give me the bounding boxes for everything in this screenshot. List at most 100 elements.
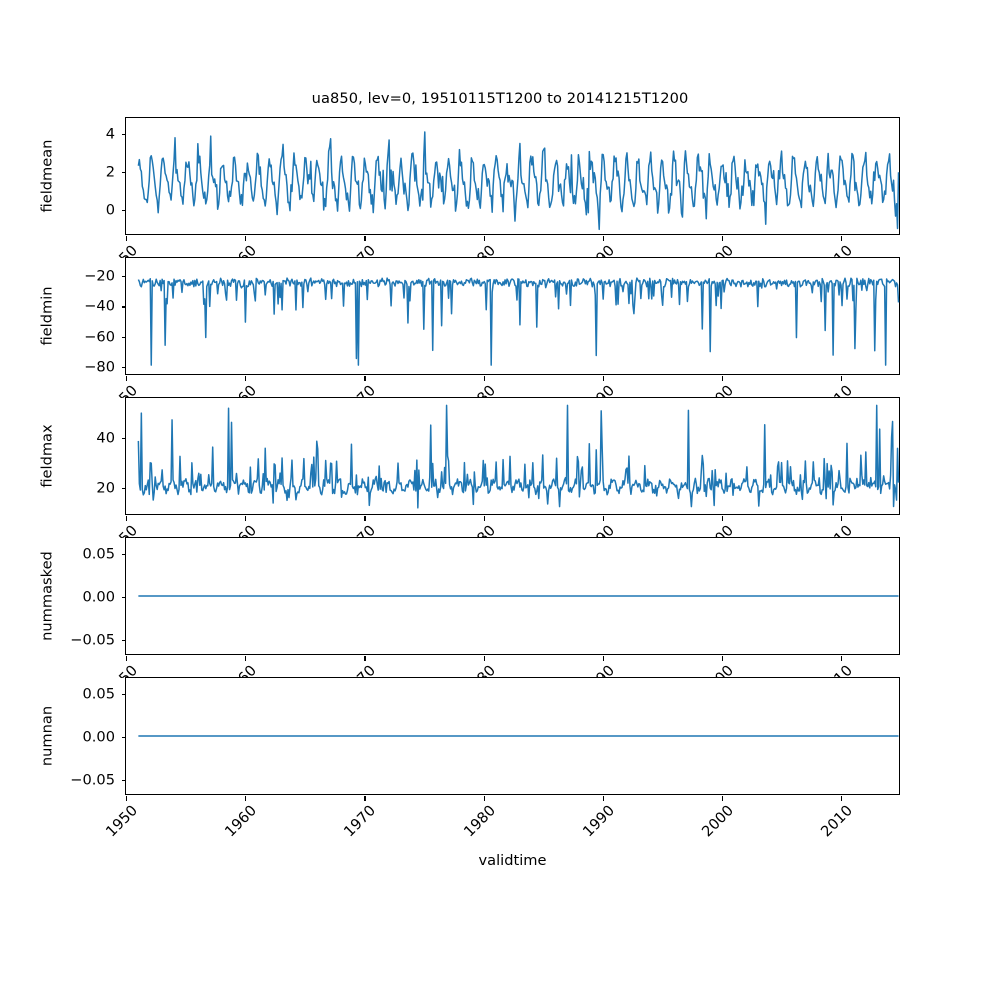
x-tick-label: 1960	[222, 662, 260, 678]
x-tick-mark	[364, 796, 366, 801]
x-tick-mark	[841, 796, 843, 801]
x-tick-mark	[245, 656, 247, 661]
x-tick-mark	[245, 376, 247, 381]
x-tick-label-group: 1950 1960 1970 1980 1990 2000 2010	[0, 656, 1000, 678]
x-tick-label: 1970	[341, 242, 379, 258]
x-tick-mark	[364, 376, 366, 381]
subplot-fieldmean: 0 2 4	[106, 117, 900, 241]
x-tick-mark	[722, 656, 724, 661]
x-tick-label: 1950	[103, 382, 141, 398]
x-tick-mark	[841, 516, 843, 521]
y-tick-mark	[121, 306, 126, 308]
x-tick-mark	[245, 516, 247, 521]
y-tick-label: −0.05	[70, 631, 115, 649]
x-tick-label: 1970	[341, 662, 379, 678]
y-tick-label: 20	[96, 479, 115, 497]
y-tick-mark	[121, 737, 126, 739]
x-axis-label: validtime	[478, 852, 547, 869]
y-tick-mark	[121, 210, 126, 212]
x-tick-label: 2000	[699, 242, 737, 258]
x-tick-mark	[126, 516, 128, 521]
x-tick-label: 1950	[102, 802, 142, 841]
x-tick-mark	[483, 516, 485, 521]
x-tick-label-group: 1950 1960 1970 1980 1990 2000 2010	[0, 796, 1000, 856]
x-tick-label: 1980	[460, 522, 498, 538]
x-tick-label: 1990	[580, 242, 618, 258]
y-tick-mark	[121, 488, 126, 490]
y-tick-mark	[121, 134, 126, 136]
y-tick-mark	[121, 438, 126, 440]
x-tick-mark	[722, 796, 724, 801]
x-tick-mark	[126, 656, 128, 661]
x-tick-mark	[722, 236, 724, 241]
plot-area-fieldmean	[126, 118, 899, 234]
x-tick-label: 1990	[580, 522, 618, 538]
figure-title: ua850, lev=0, 19510115T1200 to 20141215T…	[311, 90, 689, 107]
subplot-fieldmin: −80 −60 −40 −20	[84, 257, 900, 381]
x-tick-mark	[126, 376, 128, 381]
x-tick-mark	[126, 796, 128, 801]
x-tick-mark	[364, 236, 366, 241]
x-tick-label: 1960	[222, 522, 260, 538]
y-tick-label: −20	[84, 267, 115, 285]
y-tick-mark	[121, 276, 126, 278]
x-tick-mark	[483, 656, 485, 661]
subplot-fieldmax: 20 40	[96, 397, 900, 521]
y-tick-label: 2	[105, 163, 115, 181]
x-tick-mark	[722, 376, 724, 381]
y-axis-label-fieldmin: fieldmin	[38, 286, 56, 346]
plot-area-numnan	[126, 678, 899, 794]
plot-area-fieldmax	[126, 398, 899, 514]
y-axis-label-fieldmax: fieldmax	[38, 424, 56, 488]
x-tick-mark	[841, 376, 843, 381]
x-tick-label: 1960	[221, 802, 261, 841]
subplot-numnan: −0.05 0.00 0.05	[70, 677, 900, 801]
x-tick-label: 2000	[698, 802, 738, 841]
x-tick-mark	[602, 376, 605, 381]
y-tick-mark	[121, 780, 126, 782]
data-line-fieldmean	[138, 132, 898, 229]
x-tick-label: 1950	[103, 522, 141, 538]
y-tick-label: −0.05	[70, 771, 115, 789]
x-tick-label: 1990	[579, 802, 618, 841]
y-tick-mark	[121, 336, 126, 338]
x-tick-label: 2010	[818, 382, 856, 398]
y-tick-mark	[121, 366, 126, 369]
y-axis-label-fieldmean: fieldmean	[38, 139, 56, 213]
x-tick-mark	[602, 656, 605, 661]
plot-area-fieldmin	[126, 258, 899, 374]
y-tick-label: 4	[105, 125, 115, 143]
x-tick-mark	[602, 516, 605, 521]
x-tick-label-group: 1950 1960 1970 1980 1990 2000 2010	[0, 236, 1000, 258]
x-tick-label: 2000	[699, 662, 737, 678]
y-tick-mark	[121, 640, 126, 642]
x-tick-label: 1970	[341, 802, 380, 841]
plot-area-nummasked	[126, 538, 899, 654]
x-tick-mark	[602, 796, 605, 801]
y-tick-label: 40	[96, 429, 115, 447]
x-tick-mark	[364, 516, 366, 521]
x-tick-mark	[722, 516, 724, 521]
y-tick-label: 0.05	[82, 545, 116, 563]
x-tick-label: 1950	[103, 662, 141, 678]
y-tick-label: 0.00	[82, 588, 116, 606]
y-tick-label: 0.05	[82, 685, 116, 703]
x-tick-label: 2010	[818, 802, 857, 841]
x-tick-label: 1960	[222, 242, 260, 258]
x-tick-mark	[245, 236, 247, 241]
x-tick-mark	[483, 236, 485, 241]
x-tick-label: 1980	[460, 382, 498, 398]
y-tick-mark	[121, 693, 126, 695]
y-tick-mark	[121, 172, 126, 174]
x-tick-label: 1990	[580, 382, 618, 398]
x-tick-label: 1980	[460, 242, 498, 258]
y-axis-label-nummasked: nummasked	[38, 551, 56, 641]
y-tick-mark	[121, 553, 126, 555]
x-tick-label-group: 1950 1960 1970 1980 1990 2000 2010	[0, 376, 1000, 398]
x-tick-label: 2000	[699, 522, 737, 538]
x-tick-mark	[602, 236, 605, 241]
x-tick-label: 2010	[818, 522, 856, 538]
y-tick-mark	[121, 597, 126, 599]
x-tick-mark	[841, 236, 843, 241]
